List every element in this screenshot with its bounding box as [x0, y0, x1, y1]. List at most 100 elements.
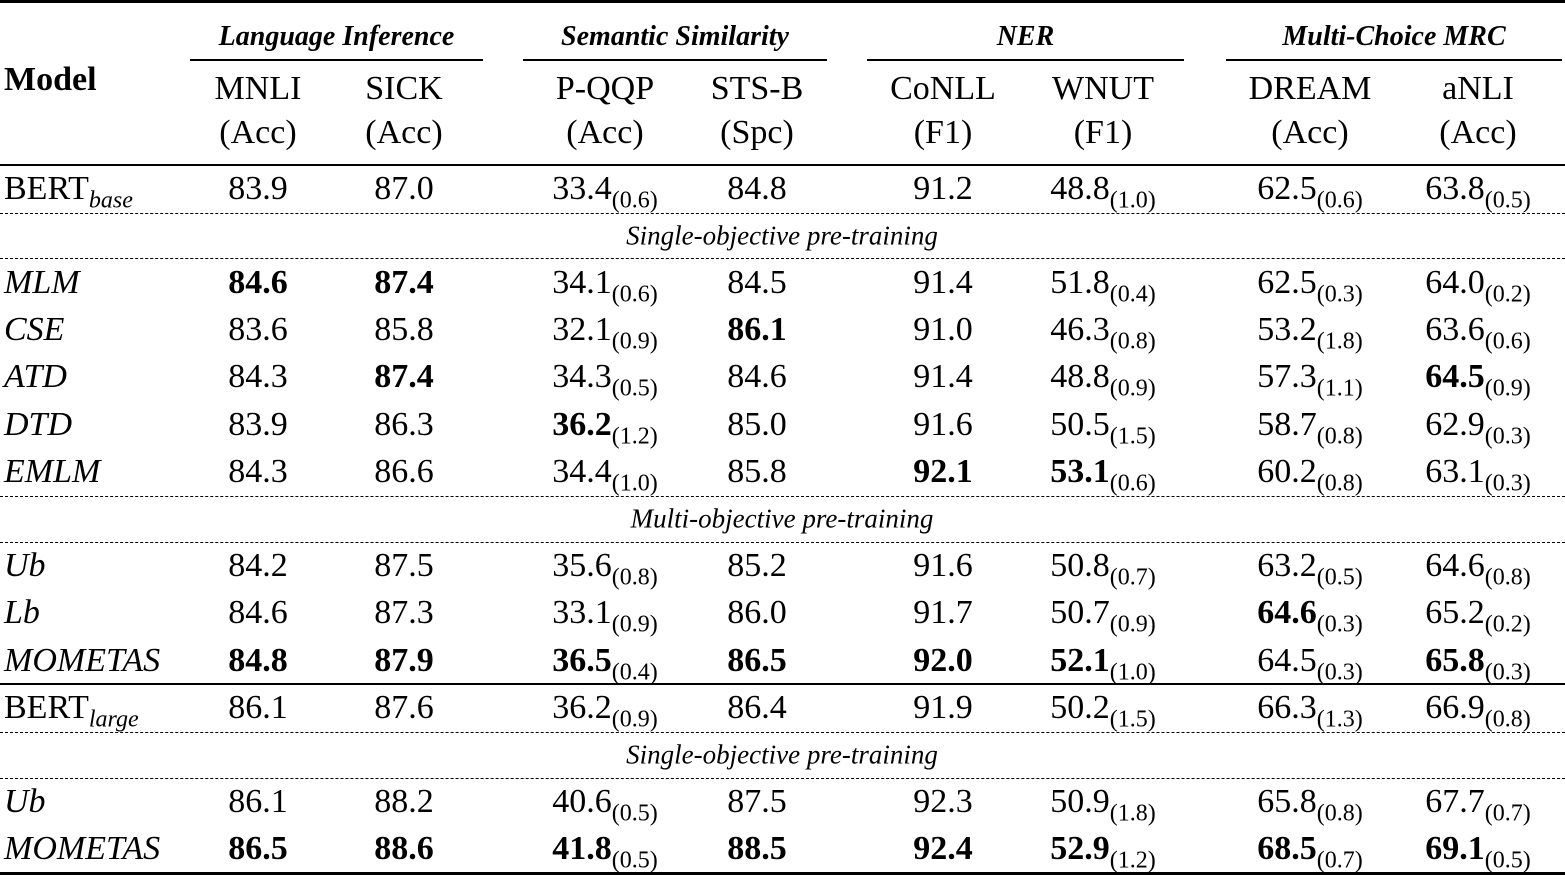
model-text: CSE — [4, 311, 65, 349]
cell-std: (0.8) — [1484, 706, 1531, 733]
cell: 48.8(1.0) — [1050, 171, 1155, 212]
cell-std: (1.5) — [1109, 422, 1156, 449]
rule — [0, 0, 1565, 3]
cell: 50.8(0.7) — [1050, 547, 1155, 590]
cell-std: (0.8) — [1316, 800, 1363, 827]
cell: 52.9(1.2) — [1050, 832, 1155, 873]
cell-value: 86.4 — [727, 688, 787, 726]
cell: 64.0(0.2) — [1425, 266, 1530, 307]
rule — [0, 164, 1565, 166]
cell: 87.6 — [374, 690, 434, 725]
cell-std: (0.8) — [611, 564, 658, 591]
column-metric: (Spc) — [720, 114, 794, 151]
column-metric: (Acc) — [1271, 114, 1349, 151]
cell-value: 91.6 — [913, 405, 973, 443]
cell-value: 92.4 — [913, 830, 973, 868]
section-label: Single-objective pre-training — [626, 739, 938, 770]
cell-std: (0.9) — [611, 328, 658, 355]
cell: 83.9 — [228, 171, 288, 206]
model-text: DTD — [4, 405, 73, 443]
cell: 64.6(0.8) — [1425, 549, 1530, 590]
cell-value: 86.0 — [727, 594, 787, 632]
rule — [523, 59, 827, 61]
dashed-rule — [0, 541, 1565, 543]
cell-std: (0.6) — [611, 281, 658, 308]
cell: 65.8(0.3) — [1425, 643, 1530, 684]
cell: 86.5 — [727, 643, 787, 678]
cell: 58.7(0.8) — [1257, 405, 1362, 448]
model-text: ATD — [4, 358, 67, 396]
cell: 33.4(0.6) — [552, 171, 657, 212]
cell: 57.3(1.1) — [1257, 360, 1362, 401]
cell-std: (0.2) — [1484, 611, 1531, 638]
cell-value: 50.8 — [1050, 547, 1110, 585]
cell-value: 88.5 — [727, 830, 787, 868]
cell: 86.3 — [374, 407, 434, 442]
cell-value: 86.1 — [727, 311, 787, 349]
cell-value: 91.6 — [913, 547, 973, 585]
cell-value: 62.5 — [1257, 264, 1317, 301]
cell-value: 40.6 — [552, 783, 612, 821]
cell: 84.8 — [228, 643, 288, 678]
cell: 46.3(0.8) — [1050, 313, 1155, 354]
cell: 87.9 — [374, 643, 434, 678]
cell-value: 65.2 — [1425, 594, 1485, 632]
cell: 91.7 — [913, 596, 973, 630]
rule — [190, 59, 483, 61]
cell-value: 58.7 — [1257, 405, 1317, 443]
cell: 50.7(0.9) — [1050, 596, 1155, 637]
cell-value: 85.2 — [727, 547, 787, 585]
cell: 83.9 — [228, 407, 288, 442]
cell-value: 64.6 — [1257, 594, 1317, 632]
cell: 85.2 — [727, 549, 787, 583]
cell: 62.9(0.3) — [1425, 407, 1530, 448]
cell: 68.5(0.7) — [1257, 832, 1362, 873]
cell: 52.1(1.0) — [1050, 643, 1155, 684]
cell-value: 64.5 — [1257, 641, 1317, 679]
cell-std: (1.3) — [1316, 706, 1363, 733]
cell-value: 66.3 — [1257, 688, 1317, 726]
cell: 36.2(1.2) — [552, 405, 657, 448]
cell: 88.6 — [374, 832, 434, 866]
cell-value: 83.6 — [228, 311, 288, 349]
cell: 53.2(1.8) — [1257, 311, 1362, 354]
cell-value: 34.1 — [552, 264, 612, 301]
cell-value: 36.2 — [552, 405, 612, 443]
cell-value: 84.2 — [228, 547, 288, 585]
cell-value: 64.5 — [1425, 358, 1485, 396]
cell-value: 86.1 — [228, 688, 288, 726]
cell-std: (0.7) — [1484, 800, 1531, 827]
cell: 32.1(0.9) — [552, 311, 657, 354]
cell: 86.1 — [228, 688, 288, 726]
cell-std: (0.3) — [1484, 658, 1531, 685]
cell: 92.3 — [913, 785, 973, 819]
cell-value: 50.5 — [1050, 405, 1110, 443]
group-title: Language Inference — [218, 21, 455, 52]
cell-value: 35.6 — [552, 547, 612, 585]
cell-value: 53.2 — [1257, 311, 1317, 349]
cell: 86.5 — [228, 832, 288, 866]
cell-value: 91.7 — [913, 594, 973, 632]
model-text: MLM — [4, 264, 80, 301]
cell-value: 53.1 — [1050, 452, 1110, 490]
cell-value: 63.2 — [1257, 547, 1317, 585]
cell-value: 86.5 — [228, 830, 288, 868]
cell-value: 88.6 — [374, 830, 434, 868]
cell-value: 41.8 — [552, 830, 612, 868]
cell: 88.5 — [727, 832, 787, 866]
cell-value: 32.1 — [552, 311, 612, 349]
cell: 64.5(0.9) — [1425, 358, 1530, 401]
cell: 41.8(0.5) — [552, 830, 657, 873]
cell-std: (0.7) — [1109, 564, 1156, 591]
cell: 63.8(0.5) — [1425, 171, 1530, 212]
cell-std: (1.0) — [611, 470, 658, 497]
cell-std: (0.8) — [1316, 470, 1363, 497]
cell: 33.1(0.9) — [552, 596, 657, 637]
cell-std: (0.6) — [1484, 328, 1531, 355]
cell-std: (0.3) — [1316, 658, 1363, 685]
cell-value: 88.2 — [374, 783, 434, 821]
column-metric: (Acc) — [365, 114, 443, 151]
cell: 83.6 — [228, 313, 288, 347]
cell-std: (0.4) — [611, 658, 658, 685]
cell-value: 91.2 — [913, 169, 973, 207]
